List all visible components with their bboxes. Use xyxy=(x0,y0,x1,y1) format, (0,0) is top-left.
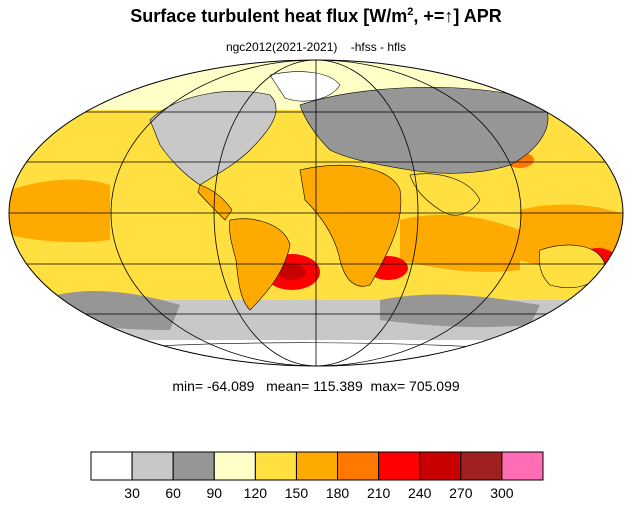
colorbar-box xyxy=(172,451,215,481)
colorbar-box xyxy=(213,451,256,481)
colorbar-tick-label: 300 xyxy=(490,485,514,501)
indian-warm xyxy=(400,214,520,272)
north-america xyxy=(149,90,277,186)
colorbar-box xyxy=(460,451,503,481)
colorbar-tick-label: 270 xyxy=(449,485,473,501)
colorbar-box xyxy=(295,451,339,481)
colorbar-tick-label: 90 xyxy=(206,485,223,501)
colorbar-tick-label: 180 xyxy=(325,485,350,501)
colorbar-tick-label: 30 xyxy=(124,485,140,501)
europe-asia xyxy=(299,86,549,174)
pacific-west-warm xyxy=(10,179,110,243)
chart-title: Surface turbulent heat flux [W/m2, +=↑] … xyxy=(0,6,632,27)
south-atlantic-core xyxy=(278,264,306,280)
colorbar-box xyxy=(419,451,462,481)
south-america xyxy=(229,218,291,311)
title-superscript: 2 xyxy=(407,6,414,18)
colorbar-box xyxy=(501,451,544,481)
africa xyxy=(299,164,402,287)
globe-outline xyxy=(8,59,624,367)
colorbar-tick-label: 120 xyxy=(243,485,268,501)
antarctica xyxy=(99,342,541,366)
australia xyxy=(539,244,606,288)
colorbar-tick-label: 210 xyxy=(366,485,391,501)
title-rest: , +=↑] APR xyxy=(413,6,502,26)
colorbar-tick-label: 240 xyxy=(408,485,432,501)
graticule xyxy=(9,60,623,366)
colorbar-box xyxy=(378,451,421,481)
colorbar-tick-label: 150 xyxy=(284,485,309,501)
colorbar-box xyxy=(90,451,133,481)
colorbar xyxy=(90,451,544,481)
title-main: Surface turbulent heat flux [W/m xyxy=(130,6,408,26)
stats-readout: min= -64.089 mean= 115.389 max= 705.099 xyxy=(172,378,460,394)
north-america-south xyxy=(197,184,233,221)
greenland xyxy=(269,71,341,102)
chart-subtitle: ngc2012(2021-2021) -hfss - hfls xyxy=(225,40,407,54)
colorbar-box xyxy=(131,451,174,481)
colorbar-box xyxy=(337,451,380,481)
arabia-india xyxy=(409,173,481,216)
colorbar-box xyxy=(254,451,297,481)
colorbar-tick-label: 60 xyxy=(165,485,181,501)
southern-grey-patch-2 xyxy=(380,294,540,328)
